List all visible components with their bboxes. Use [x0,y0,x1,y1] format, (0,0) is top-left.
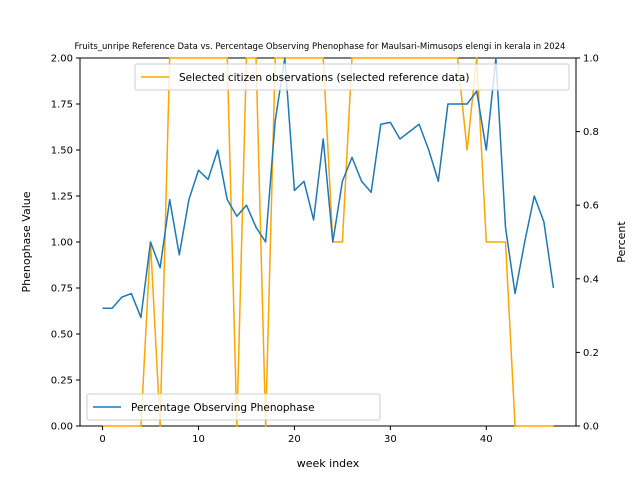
left-y-tick-label: 1.75 [51,100,73,111]
right-y-tick-label: 0.4 [583,274,599,285]
right-y-axis-label: Percent [615,221,628,263]
chart-title: Fruits_unripe Reference Data vs. Percent… [75,42,566,52]
left-y-tick-label: 2.00 [51,54,73,65]
plot-area [79,57,577,427]
x-tick-label: 0 [99,434,105,445]
x-tick-label: 30 [384,434,397,445]
x-axis-label: week index [297,457,360,470]
legend-reference-box [134,63,570,91]
reference-series-layer [102,57,554,427]
legend-percentage-box [86,393,381,421]
legend-reference: Selected citizen observations (selected … [134,63,570,91]
reference-data-line [102,57,554,427]
right-y-tick-label: 0.2 [583,348,599,359]
x-tick-label: 10 [192,434,205,445]
left-y-tick-label: 0.00 [51,422,73,433]
left-y-tick-label: 1.50 [51,146,73,157]
right-y-tick-label: 0.0 [583,422,599,433]
left-y-tick-label: 1.00 [51,238,73,249]
percentage-observing-line [102,57,555,319]
right-y-tick-label: 0.6 [583,201,599,212]
left-y-axis-label: Phenophase Value [20,191,33,292]
percentage-series-layer [102,57,555,319]
x-axis: 0 10 20 30 40 [99,426,493,445]
x-tick-label: 20 [288,434,301,445]
right-y-tick-label: 1.0 [583,54,599,65]
legend-reference-label: Selected citizen observations (selected … [179,72,469,84]
left-y-axis: 0.00 0.25 0.50 0.75 1.00 1.25 1.50 1.75 2.00 [51,54,80,433]
legend-percentage-label: Percentage Observing Phenophase [131,402,315,414]
left-y-tick-label: 1.25 [51,192,73,203]
x-tick-label: 40 [480,434,493,445]
left-y-tick-label: 0.25 [51,376,73,387]
left-y-tick-label: 0.75 [51,284,73,295]
left-y-tick-label: 0.50 [51,330,73,341]
right-y-axis: 0.0 0.2 0.4 0.6 0.8 1.0 [576,54,599,433]
right-y-tick-label: 0.8 [583,127,599,138]
legend-percentage: Percentage Observing Phenophase [86,393,381,421]
